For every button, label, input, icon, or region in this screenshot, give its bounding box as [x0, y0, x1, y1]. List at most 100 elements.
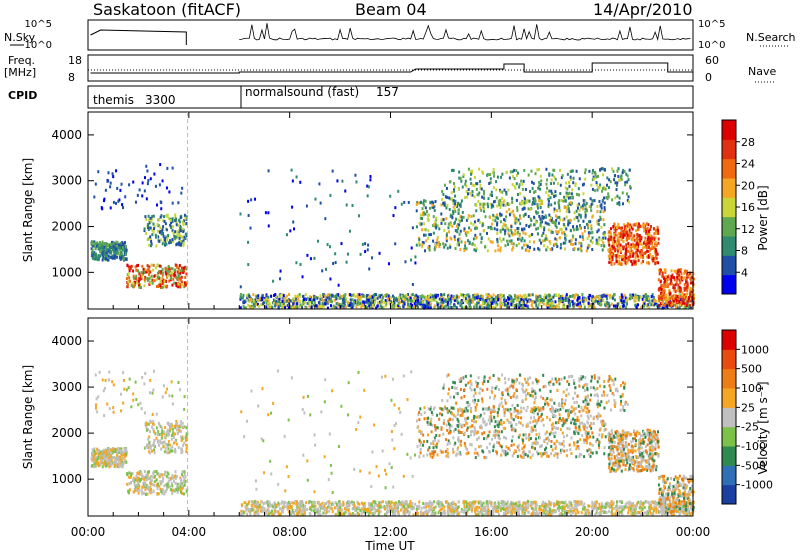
data-cell	[664, 294, 667, 298]
data-cell	[138, 283, 141, 287]
data-cell	[438, 305, 441, 309]
data-cell	[647, 297, 650, 301]
data-cell	[321, 501, 324, 505]
data-cell	[182, 269, 185, 273]
data-cell	[540, 216, 543, 220]
data-cell	[438, 297, 441, 301]
data-cell	[515, 295, 518, 299]
data-cell	[618, 295, 621, 299]
data-cell	[454, 247, 457, 251]
data-cell	[588, 169, 591, 173]
data-cell	[436, 238, 439, 242]
data-cell	[451, 224, 454, 228]
data-cell	[575, 169, 578, 173]
data-cell	[406, 299, 409, 303]
data-cell	[398, 300, 401, 304]
data-cell	[461, 306, 464, 310]
data-cell	[558, 236, 561, 240]
data-cell	[447, 226, 450, 230]
data-cell	[153, 444, 156, 448]
data-cell	[163, 219, 166, 223]
data-cell	[465, 218, 468, 222]
data-cell	[129, 475, 132, 479]
data-cell	[466, 293, 469, 297]
data-cell	[617, 222, 620, 226]
data-cell	[447, 297, 450, 301]
data-cell	[662, 275, 665, 279]
data-cell	[591, 505, 594, 509]
data-cell	[562, 223, 565, 227]
data-cell	[505, 215, 508, 219]
data-cell	[618, 203, 621, 207]
data-cell	[177, 274, 180, 278]
data-cell	[575, 215, 578, 219]
data-cell	[557, 305, 560, 309]
data-cell	[545, 186, 548, 190]
data-cell	[175, 243, 178, 247]
data-cell	[539, 221, 542, 225]
data-cell	[151, 391, 154, 395]
data-cell	[492, 293, 495, 297]
data-cell	[164, 240, 167, 244]
data-cell	[602, 218, 605, 222]
data-cell	[179, 486, 182, 490]
data-cell	[545, 294, 548, 298]
data-cell	[584, 213, 587, 217]
data-cell	[149, 270, 152, 274]
data-cell	[514, 218, 517, 222]
data-cell	[121, 246, 124, 250]
data-cell	[580, 244, 583, 248]
data-cell	[148, 488, 151, 492]
data-cell	[492, 300, 495, 304]
data-cell	[393, 503, 396, 507]
data-cell	[617, 301, 620, 305]
data-cell	[601, 198, 604, 202]
data-cell	[609, 258, 612, 262]
data-cell	[566, 172, 569, 176]
data-cell	[119, 451, 122, 455]
data-cell	[420, 297, 423, 301]
data-cell	[105, 452, 108, 456]
data-cell	[623, 293, 626, 297]
data-cell	[460, 179, 463, 183]
data-cell	[454, 194, 457, 198]
data-cell	[647, 246, 650, 250]
data-cell	[499, 198, 502, 202]
data-cell	[501, 227, 504, 231]
data-cell	[628, 228, 631, 232]
data-cell	[464, 297, 467, 301]
data-cell	[305, 306, 308, 310]
data-cell	[572, 236, 575, 240]
data-cell	[282, 507, 285, 511]
data-cell	[600, 238, 603, 242]
data-cell	[548, 213, 551, 217]
data-cell	[168, 485, 171, 489]
data-cell	[267, 301, 270, 305]
data-cell	[549, 300, 552, 304]
data-cell	[618, 246, 621, 250]
data-cell	[557, 200, 560, 204]
data-cell	[98, 240, 101, 244]
data-cell	[112, 406, 115, 410]
data-cell	[502, 298, 505, 302]
data-cell	[132, 281, 135, 285]
data-cell	[537, 295, 540, 299]
data-cell	[390, 296, 393, 300]
data-cell	[571, 294, 574, 298]
data-cell	[476, 302, 479, 306]
data-cell	[298, 505, 301, 509]
data-cell	[172, 239, 175, 243]
data-cell	[621, 295, 624, 299]
data-cell	[160, 480, 163, 484]
data-cell	[296, 302, 299, 306]
data-cell	[603, 223, 606, 227]
data-cell	[169, 449, 172, 453]
data-cell	[499, 508, 502, 512]
data-cell	[470, 214, 473, 218]
data-cell	[590, 227, 593, 231]
data-cell	[160, 214, 163, 218]
data-cell	[103, 245, 106, 249]
data-cell	[528, 249, 531, 253]
data-cell	[609, 248, 612, 252]
data-cell	[604, 236, 607, 240]
